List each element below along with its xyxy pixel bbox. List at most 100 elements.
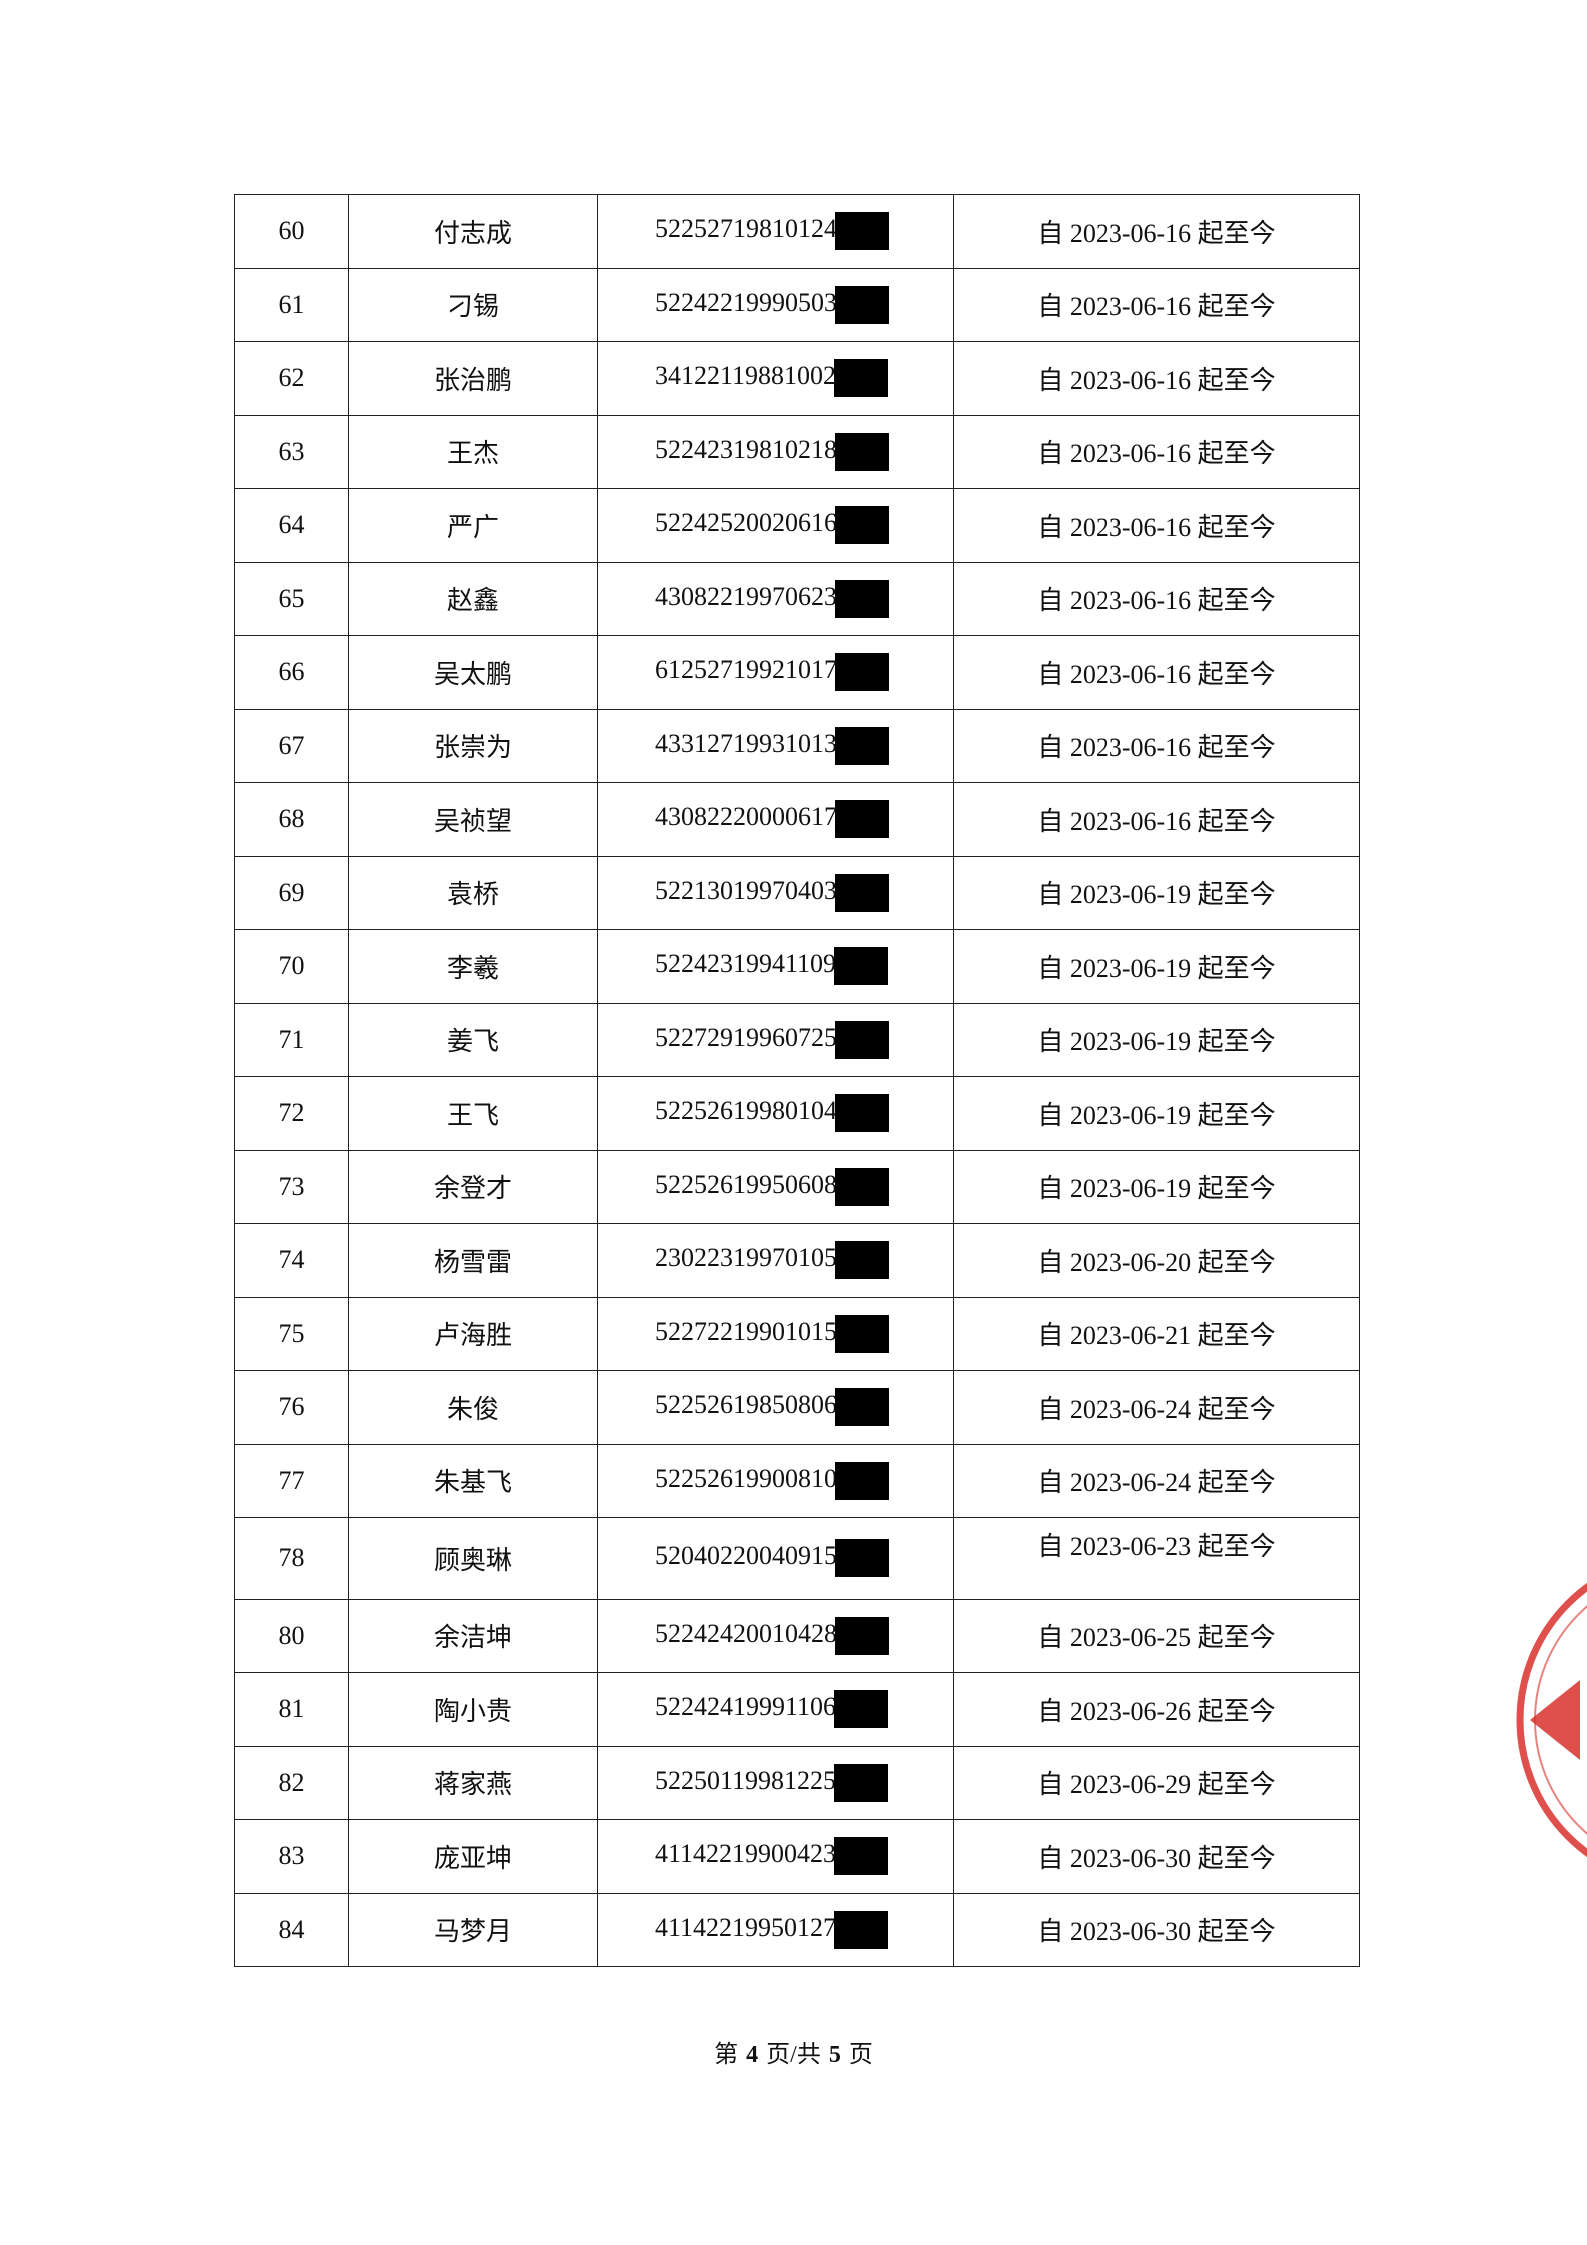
redaction	[835, 1388, 889, 1427]
id-number-cell: 52252719810124	[597, 194, 954, 269]
period-cell: 自 2023-06-16 起至今	[953, 341, 1360, 416]
row-number-cell: 84	[234, 1892, 349, 1967]
row-number-cell: 61	[234, 267, 349, 342]
id-number: 43082220000617	[655, 802, 837, 832]
id-wrap: 43082219970623	[655, 579, 889, 618]
id-number: 23022319970105	[655, 1243, 837, 1273]
id-number: 34122119881002	[655, 361, 837, 391]
period-cell: 自 2023-06-19 起至今	[953, 929, 1360, 1004]
id-number: 52252619850806	[655, 1390, 837, 1420]
period-cell: 自 2023-06-20 起至今	[953, 1223, 1360, 1298]
id-wrap: 52252619980104	[655, 1094, 889, 1133]
id-number: 52252619950608	[655, 1169, 837, 1199]
redaction	[834, 947, 889, 986]
footer-text: 页	[848, 2042, 873, 2068]
table-row: 81 陶小贵 52242419991106 自 2023-06-26 起至今	[234, 1672, 1360, 1747]
name-cell: 张崇为	[348, 708, 598, 783]
id-number: 52252619980104	[655, 1096, 837, 1126]
name-cell: 严广	[348, 488, 598, 563]
redaction	[835, 1020, 889, 1059]
id-wrap: 52252619900810	[655, 1461, 889, 1500]
table-row: 61 刁锡 52242219990503 自 2023-06-16 起至今	[234, 267, 1360, 342]
table-row: 63 王杰 52242319810218 自 2023-06-16 起至今	[234, 414, 1360, 489]
period-cell: 自 2023-06-16 起至今	[953, 782, 1360, 857]
table-row: 78 顾奥琳 52040220040915 自 2023-06-23 起至今	[234, 1517, 1360, 1600]
id-number-cell: 52252619950608	[597, 1149, 954, 1224]
row-number-cell: 78	[234, 1517, 349, 1600]
id-number-cell: 52242419991106	[597, 1672, 954, 1747]
id-wrap: 52272919960725	[655, 1020, 889, 1059]
redaction	[835, 1616, 889, 1655]
id-number-cell: 43312719931013	[597, 708, 954, 783]
id-number: 52242520020616	[655, 508, 837, 538]
redaction	[834, 1837, 889, 1876]
row-number-cell: 63	[234, 414, 349, 489]
stamp	[1516, 1582, 1587, 1858]
period-cell: 自 2023-06-16 起至今	[953, 488, 1360, 563]
id-number: 61252719921017	[655, 655, 837, 685]
table-row: 65 赵鑫 43082219970623 自 2023-06-16 起至今	[234, 561, 1360, 636]
period-cell: 自 2023-06-21 起至今	[953, 1296, 1360, 1371]
period-cell: 自 2023-06-30 起至今	[953, 1892, 1360, 1967]
id-number-cell: 43082219970623	[597, 561, 954, 636]
redaction	[834, 1690, 889, 1729]
period-cell: 自 2023-06-16 起至今	[953, 561, 1360, 636]
table-row: 66 吴太鹏 61252719921017 自 2023-06-16 起至今	[234, 635, 1360, 710]
id-wrap: 52250119981225	[655, 1763, 889, 1802]
id-number: 52252619900810	[655, 1463, 837, 1493]
id-wrap: 52242319810218	[655, 432, 889, 471]
id-number: 52272219901015	[655, 1316, 837, 1346]
name-cell: 卢海胜	[348, 1296, 598, 1371]
redaction	[835, 873, 889, 912]
name-cell: 王飞	[348, 1076, 598, 1151]
id-number-cell: 52242219990503	[597, 267, 954, 342]
table: 60 付志成 52252719810124 自 2023-06-16 起至今 61 刁锡 5…	[234, 194, 1360, 1967]
redaction	[835, 653, 889, 692]
redaction	[835, 432, 889, 471]
id-wrap: 52252619850806	[655, 1388, 889, 1427]
name-cell: 张治鹏	[348, 341, 598, 416]
id-number: 52242319810218	[655, 434, 837, 464]
row-number-cell: 60	[234, 194, 349, 269]
table-row: 68 吴祯望 43082220000617 自 2023-06-16 起至今	[234, 782, 1360, 857]
id-wrap: 52242319941109	[655, 947, 889, 986]
id-number: 52242420010428	[655, 1618, 837, 1648]
row-number-cell: 77	[234, 1443, 349, 1518]
row-number-cell: 73	[234, 1149, 349, 1224]
row-number-cell: 65	[234, 561, 349, 636]
row-number-cell: 72	[234, 1076, 349, 1151]
table-row: 69 袁桥 52213019970403 自 2023-06-19 起至今	[234, 855, 1360, 930]
id-number-cell: 52252619850806	[597, 1370, 954, 1445]
id-wrap: 52242420010428	[655, 1616, 889, 1655]
row-number-cell: 71	[234, 1002, 349, 1077]
name-cell: 顾奥琳	[348, 1517, 598, 1600]
redaction	[835, 212, 889, 251]
page-footer: 第 4 页/共 5 页	[0, 2034, 1587, 2069]
row-number-cell: 82	[234, 1745, 349, 1820]
row-number-cell: 66	[234, 635, 349, 710]
id-number-cell: 41142219900423	[597, 1819, 954, 1894]
name-cell: 袁桥	[348, 855, 598, 930]
page-number: 4	[746, 2042, 759, 2068]
id-number: 52250119981225	[655, 1765, 837, 1795]
period-cell: 自 2023-06-16 起至今	[953, 267, 1360, 342]
page-total: 5	[828, 2042, 841, 2068]
name-cell: 朱俊	[348, 1370, 598, 1445]
name-cell: 赵鑫	[348, 561, 598, 636]
redaction	[835, 726, 889, 765]
name-cell: 庞亚坤	[348, 1819, 598, 1894]
redaction	[835, 579, 889, 618]
redaction	[835, 1314, 889, 1353]
name-cell: 朱基飞	[348, 1443, 598, 1518]
id-number-cell: 52252619980104	[597, 1076, 954, 1151]
id-number-cell: 41142219950127	[597, 1892, 954, 1967]
period-cell: 自 2023-06-19 起至今	[953, 1149, 1360, 1224]
id-wrap: 52252619950608	[655, 1167, 889, 1206]
period-cell: 自 2023-06-19 起至今	[953, 1076, 1360, 1151]
name-cell: 马梦月	[348, 1892, 598, 1967]
footer-text: 页/共	[766, 2042, 821, 2068]
table-row: 77 朱基飞 52252619900810 自 2023-06-24 起至今	[234, 1443, 1360, 1518]
footer-text: 第	[714, 2042, 739, 2068]
row-number-cell: 76	[234, 1370, 349, 1445]
